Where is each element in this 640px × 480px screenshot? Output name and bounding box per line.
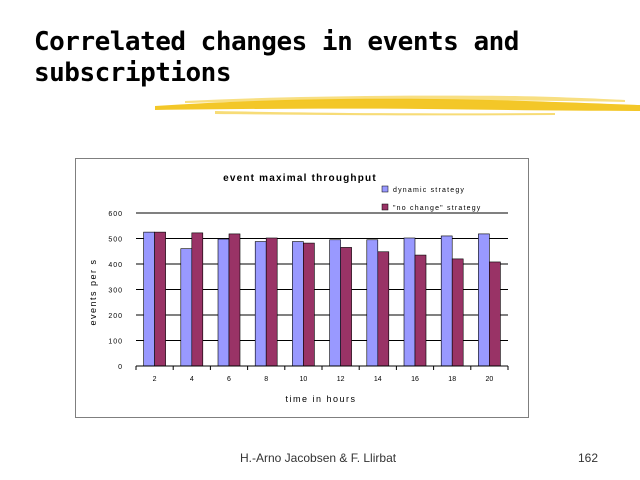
bar-no-change-strategy [377, 251, 390, 367]
x-tick-label: 12 [337, 376, 345, 383]
bar-no-change-strategy [489, 261, 501, 367]
legend-swatch [381, 185, 389, 193]
bar-dynamic-strategy [143, 231, 155, 367]
bar-no-change-strategy [191, 232, 204, 367]
bar-dynamic-strategy [478, 233, 490, 367]
legend-swatch [381, 203, 389, 211]
slide-title-line-2: subscriptions [34, 58, 231, 88]
bar-dynamic-strategy [329, 239, 341, 367]
bar-no-change-strategy [340, 247, 352, 367]
bar-dynamic-strategy [180, 248, 193, 367]
y-tick-label: 100 [108, 339, 123, 346]
bar-dynamic-strategy [440, 235, 453, 367]
bar-no-change-strategy [303, 242, 315, 367]
chart-frame: event maximal throughput events per s ti… [75, 158, 529, 418]
bar-no-change-strategy [414, 254, 427, 367]
x-tick-label: 10 [300, 376, 308, 383]
bar-dynamic-strategy [254, 241, 267, 367]
bar-chart: event maximal throughput events per s ti… [88, 173, 509, 404]
bar-no-change-strategy [228, 233, 241, 367]
x-tick-label: 18 [448, 376, 456, 383]
bar-no-change-strategy [154, 231, 166, 367]
y-tick-label: 300 [108, 288, 123, 295]
x-tick-label: 6 [227, 376, 231, 383]
x-axis-label: time in hours [285, 394, 356, 404]
x-tick-label: 8 [264, 376, 268, 383]
y-tick-label: 400 [108, 262, 123, 269]
y-tick-label: 0 [118, 364, 123, 371]
x-tick-label: 14 [374, 376, 382, 383]
legend-label: "no change" strategy [393, 205, 482, 212]
chart-title: event maximal throughput [223, 173, 377, 184]
x-tick-label: 16 [411, 376, 419, 383]
yellow-brush-stroke-decoration [155, 95, 640, 116]
bar-dynamic-strategy [366, 239, 379, 367]
bar-no-change-strategy [451, 258, 464, 367]
page-number: 162 [578, 451, 599, 465]
bar-dynamic-strategy [403, 237, 416, 367]
y-tick-label: 500 [108, 237, 123, 244]
slide-title: Correlated changes in events and subscri… [34, 27, 519, 89]
slide-title-line-1: Correlated changes in events and [34, 27, 519, 57]
footer-authors: H.-Arno Jacobsen & F. Llirbat [240, 451, 397, 465]
y-tick-label: 600 [108, 211, 123, 218]
x-tick-label: 20 [486, 376, 494, 383]
y-tick-label: 200 [108, 313, 123, 320]
bar-dynamic-strategy [217, 238, 230, 367]
bar-dynamic-strategy [292, 241, 304, 367]
y-axis-label: events per s [88, 258, 98, 325]
legend-label: dynamic strategy [393, 187, 465, 194]
x-tick-label: 4 [190, 376, 194, 383]
x-tick-label: 2 [153, 376, 157, 383]
bar-no-change-strategy [265, 237, 278, 367]
